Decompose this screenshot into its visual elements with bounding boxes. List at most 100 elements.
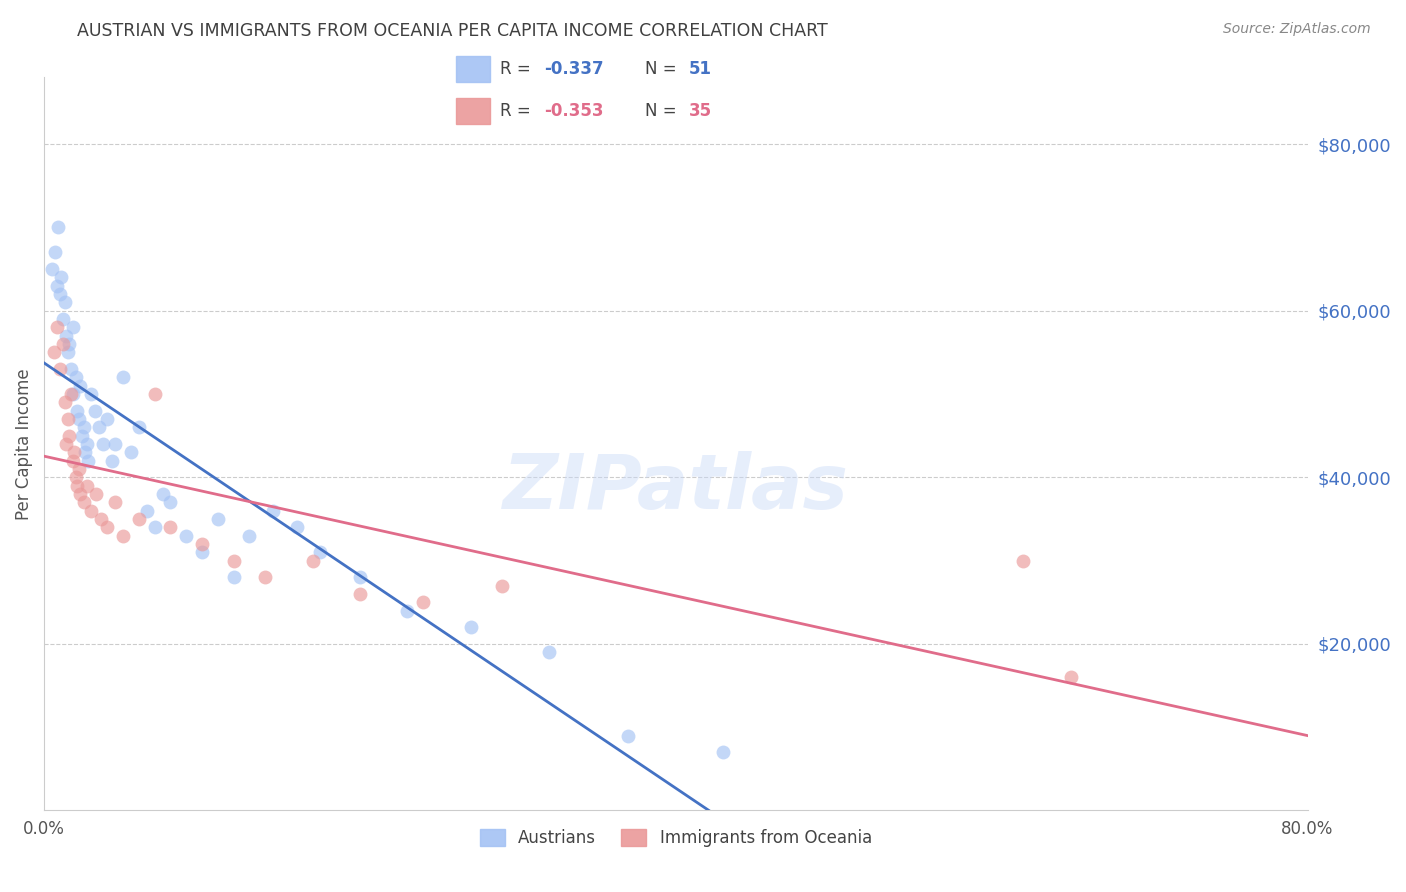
Point: [62, 453, 84, 467]
Point: [62, 387, 84, 401]
Point: [63, 445, 86, 459]
Point: [72, 495, 94, 509]
Point: [112, 528, 135, 542]
Text: 35: 35: [689, 102, 713, 120]
Text: AUSTRIAN VS IMMIGRANTS FROM OCEANIA PER CAPITA INCOME CORRELATION CHART: AUSTRIAN VS IMMIGRANTS FROM OCEANIA PER …: [77, 22, 828, 40]
Point: [75, 445, 97, 459]
Point: [159, 495, 181, 509]
Point: [135, 503, 157, 517]
Point: [53, 395, 76, 409]
Bar: [457, 98, 491, 124]
Point: [396, 603, 419, 617]
Point: [91, 437, 114, 451]
Point: [84, 487, 107, 501]
Point: [1059, 670, 1081, 684]
Point: [538, 645, 561, 659]
Text: 51: 51: [689, 60, 713, 78]
Point: [254, 570, 277, 584]
Point: [67, 412, 90, 426]
Point: [207, 512, 229, 526]
Point: [45, 320, 67, 334]
Point: [49, 287, 72, 301]
Text: ZIPatlas: ZIPatlas: [503, 451, 849, 525]
Point: [44, 245, 66, 260]
Point: [143, 520, 166, 534]
Point: [52, 337, 75, 351]
Point: [309, 545, 332, 559]
Point: [191, 545, 214, 559]
Point: [128, 420, 150, 434]
Point: [45, 278, 67, 293]
Point: [77, 453, 100, 467]
Point: [55, 328, 77, 343]
Point: [76, 478, 98, 492]
Point: [65, 370, 87, 384]
Point: [65, 470, 87, 484]
Legend: Austrians, Immigrants from Oceania: Austrians, Immigrants from Oceania: [474, 822, 879, 854]
Point: [711, 745, 734, 759]
Bar: [457, 56, 491, 82]
Point: [46, 220, 69, 235]
Text: N =: N =: [645, 102, 682, 120]
Point: [191, 537, 214, 551]
Point: [349, 570, 371, 584]
Text: R =: R =: [501, 102, 536, 120]
Point: [72, 420, 94, 434]
Point: [460, 620, 482, 634]
Text: N =: N =: [645, 60, 682, 78]
Y-axis label: Per Capita Income: Per Capita Income: [15, 368, 32, 520]
Point: [174, 528, 197, 542]
Point: [1012, 553, 1035, 567]
Point: [412, 595, 434, 609]
Point: [59, 387, 82, 401]
Point: [69, 378, 91, 392]
Point: [51, 270, 73, 285]
Point: [52, 312, 75, 326]
Text: -0.337: -0.337: [544, 60, 603, 78]
Point: [83, 403, 105, 417]
Point: [58, 337, 80, 351]
Point: [152, 487, 174, 501]
Point: [80, 387, 103, 401]
Point: [58, 428, 80, 442]
Point: [159, 520, 181, 534]
Point: [222, 570, 245, 584]
Text: R =: R =: [501, 60, 536, 78]
Point: [222, 553, 245, 567]
Point: [349, 587, 371, 601]
Point: [120, 445, 142, 459]
Point: [80, 503, 103, 517]
Point: [56, 412, 79, 426]
Point: [66, 478, 89, 492]
Point: [112, 370, 135, 384]
Point: [96, 520, 118, 534]
Point: [104, 437, 127, 451]
Point: [49, 362, 72, 376]
Point: [67, 462, 90, 476]
Point: [491, 578, 513, 592]
Point: [89, 420, 111, 434]
Point: [617, 729, 640, 743]
Text: Source: ZipAtlas.com: Source: ZipAtlas.com: [1223, 22, 1371, 37]
Point: [66, 403, 89, 417]
Point: [128, 512, 150, 526]
Point: [55, 437, 77, 451]
Point: [301, 553, 323, 567]
Point: [104, 495, 127, 509]
Point: [41, 262, 63, 277]
Text: -0.353: -0.353: [544, 102, 603, 120]
Point: [42, 345, 65, 359]
Point: [76, 437, 98, 451]
Point: [262, 503, 284, 517]
Point: [101, 453, 124, 467]
Point: [96, 412, 118, 426]
Point: [70, 428, 93, 442]
Point: [59, 362, 82, 376]
Point: [143, 387, 166, 401]
Point: [62, 320, 84, 334]
Point: [90, 512, 112, 526]
Point: [285, 520, 308, 534]
Point: [238, 528, 260, 542]
Point: [53, 295, 76, 310]
Point: [69, 487, 91, 501]
